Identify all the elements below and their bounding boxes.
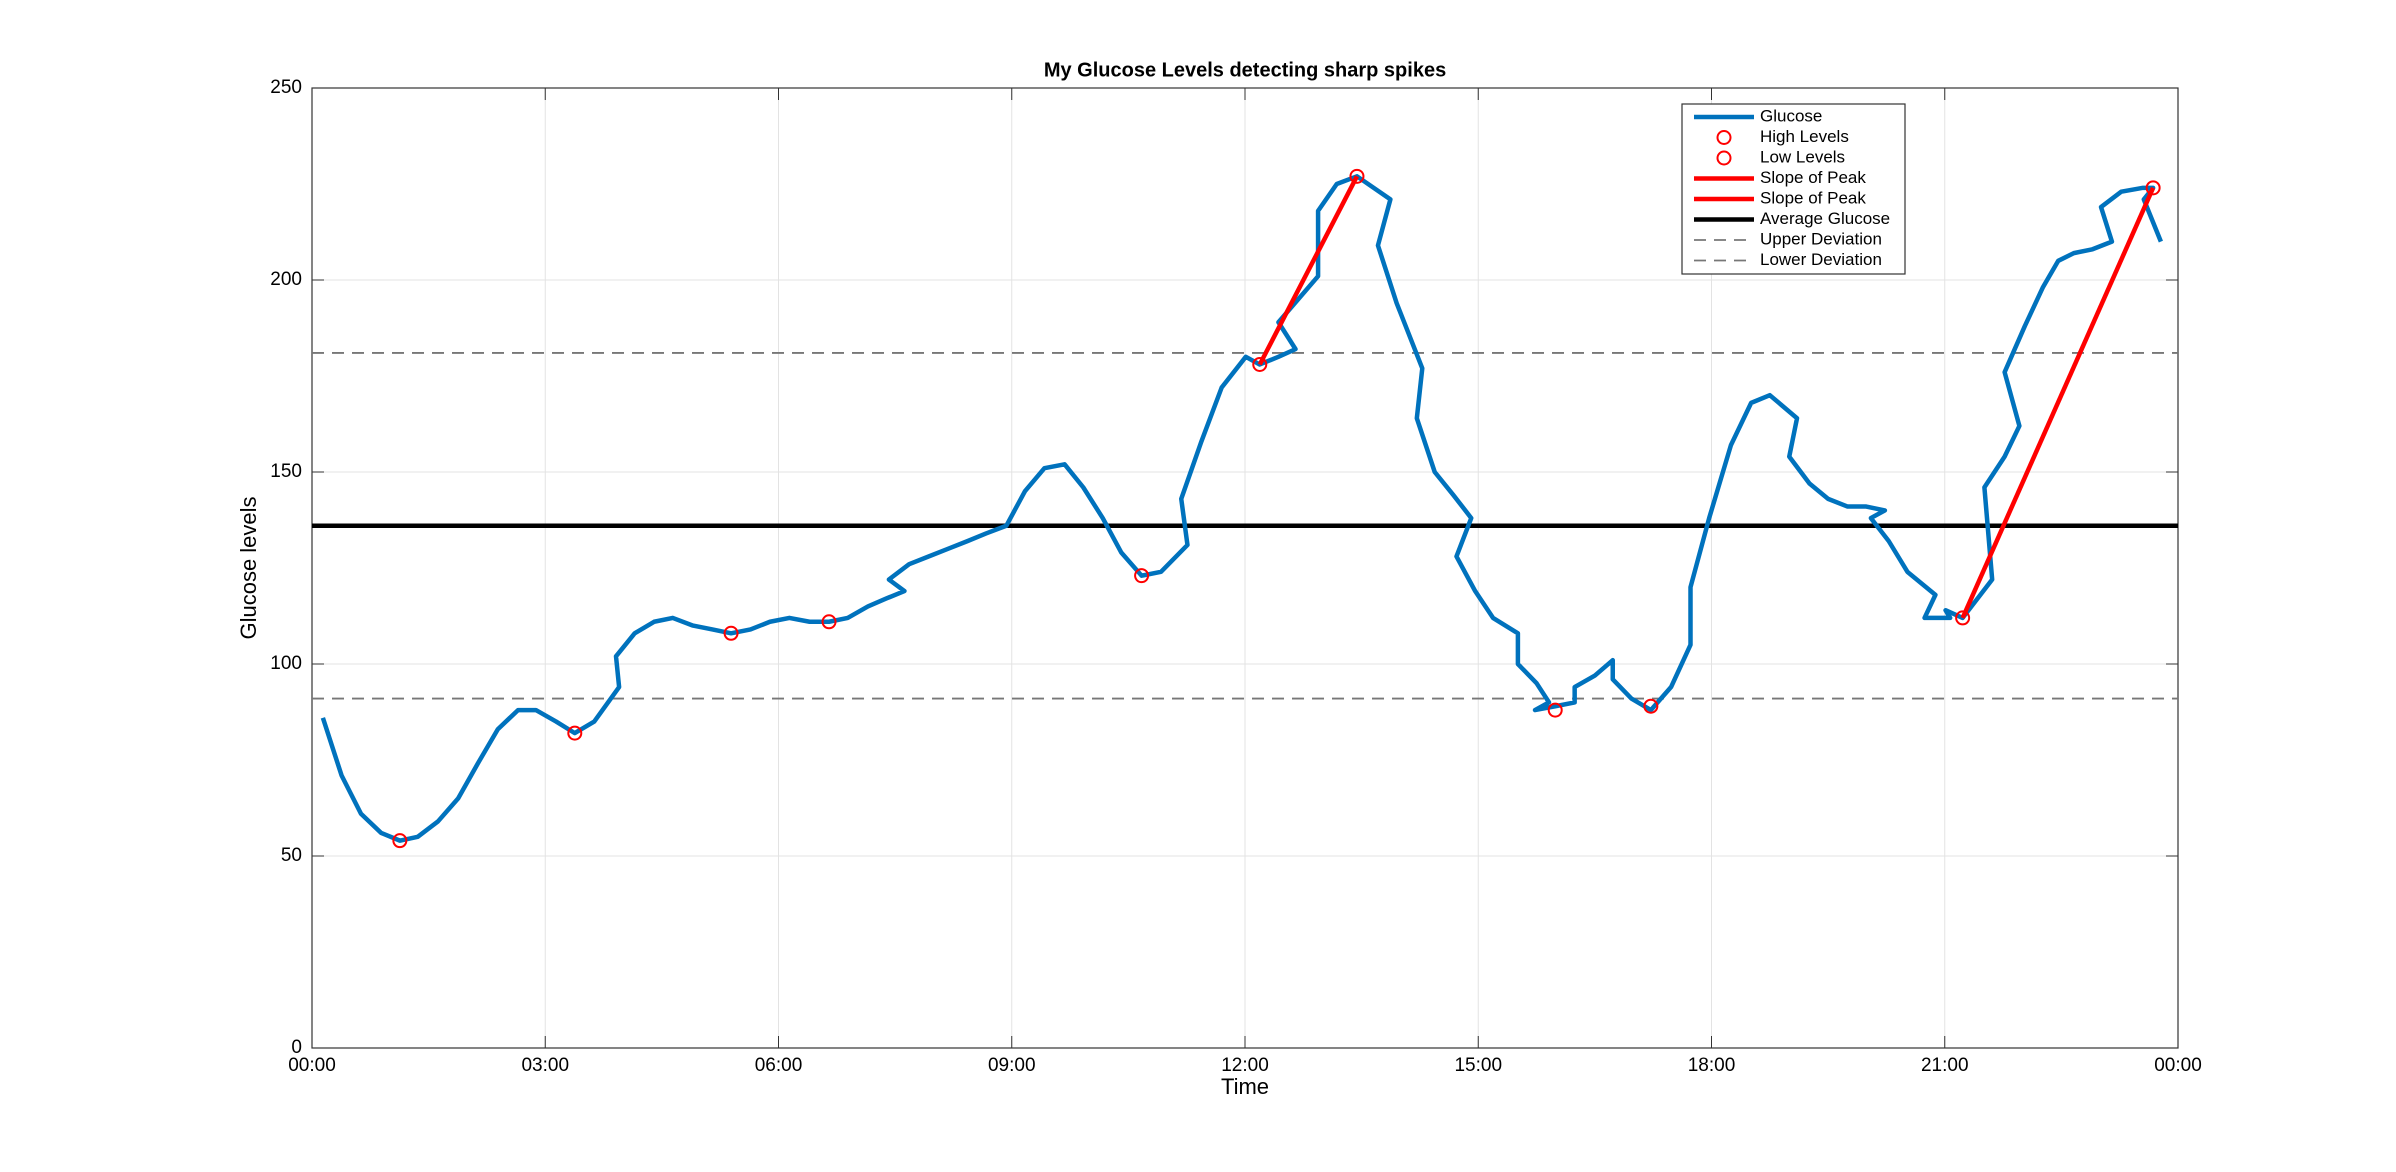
x-tick-label: 21:00: [1921, 1055, 1969, 1076]
y-tick-label: 100: [270, 653, 302, 674]
data-marker: [1134, 568, 1150, 584]
legend-label: Average Glucose: [1760, 209, 1890, 228]
data-line: [1960, 186, 2156, 619]
data-marker: [567, 725, 583, 741]
data-marker: [392, 833, 408, 849]
legend-label: Glucose: [1760, 106, 1822, 125]
legend-label: High Levels: [1760, 127, 1849, 146]
data-marker: [821, 614, 837, 630]
data-marker: [1252, 356, 1268, 372]
x-tick-label: 00:00: [288, 1055, 336, 1076]
legend-label: Low Levels: [1760, 147, 1845, 166]
y-tick-label: 200: [270, 269, 302, 290]
data-line: [1257, 175, 1359, 366]
data-marker: [1643, 698, 1659, 714]
data-marker: [1955, 610, 1971, 626]
y-tick-label: 0: [291, 1037, 302, 1058]
y-axis-label: Glucose levels: [236, 496, 261, 639]
x-tick-label: 12:00: [1221, 1055, 1269, 1076]
x-tick-label: 00:00: [2154, 1055, 2202, 1076]
x-tick-label: 06:00: [755, 1055, 803, 1076]
data-marker: [1349, 168, 1365, 184]
x-tick-label: 03:00: [521, 1055, 569, 1076]
legend-label: Lower Deviation: [1760, 250, 1882, 269]
y-tick-label: 50: [281, 845, 302, 866]
legend-label: Slope of Peak: [1760, 168, 1866, 187]
data-marker: [2145, 180, 2161, 196]
x-tick-label: 18:00: [1688, 1055, 1736, 1076]
x-tick-label: 09:00: [988, 1055, 1036, 1076]
y-tick-label: 250: [270, 77, 302, 98]
legend-marker: [1716, 130, 1732, 145]
legend-label: Slope of Peak: [1760, 188, 1866, 207]
x-axis-label: Time: [1221, 1074, 1269, 1099]
legend-label: Upper Deviation: [1760, 229, 1882, 248]
data-marker: [1547, 702, 1563, 718]
legend-marker: [1716, 150, 1732, 166]
data-marker: [723, 625, 739, 641]
plot-frame: [311, 87, 2179, 1049]
data-line: [320, 174, 2163, 843]
y-tick-label: 150: [270, 461, 302, 482]
x-tick-label: 15:00: [1454, 1055, 1502, 1076]
chart-title: My Glucose Levels detecting sharp spikes: [1044, 59, 1446, 81]
